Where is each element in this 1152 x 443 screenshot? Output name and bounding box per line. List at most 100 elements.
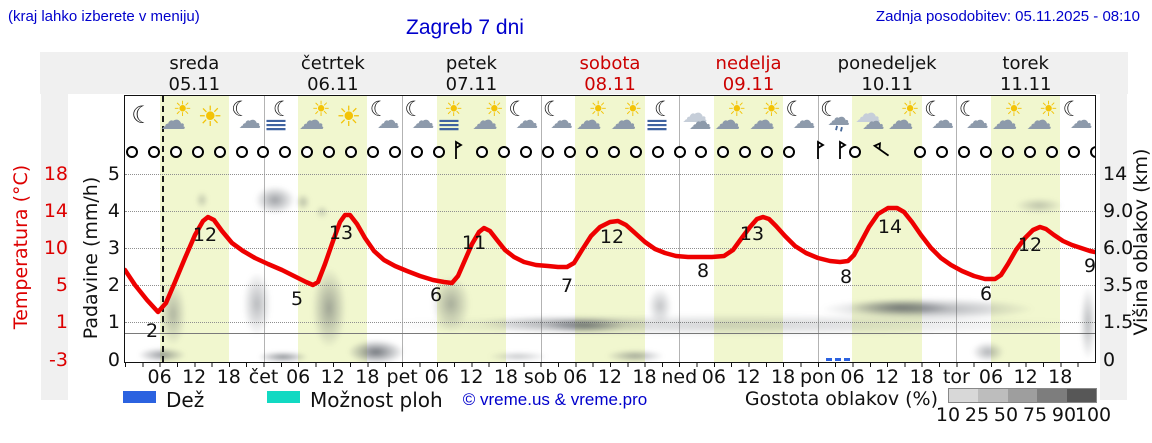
- density-value: 100: [1074, 404, 1112, 426]
- cloud-height-tick: 3.5: [1103, 274, 1134, 296]
- temperature-value-label: 11: [461, 232, 487, 254]
- precip-tick: 2: [107, 274, 120, 296]
- clouds-icon: ☁ ☁: [854, 99, 885, 135]
- precip-tick: 1: [107, 311, 120, 333]
- last-update: Zadnja posodobitev: 05.11.2025 - 08:10: [875, 8, 1140, 25]
- density-value: 50: [993, 404, 1019, 426]
- density-gradient-step: [949, 389, 979, 402]
- sun-cloud-icon: ☀ ☁: [887, 97, 920, 136]
- calm-wind-icon: [542, 146, 555, 158]
- day-header-četrtek: četrtek 06.11: [300, 53, 365, 95]
- calm-wind-icon: [936, 146, 949, 158]
- moon-cloud-icon: ☾ ☁: [404, 97, 435, 134]
- sun-icon: ☀: [197, 100, 223, 133]
- temperature-value-label: 12: [599, 226, 625, 248]
- cloud-density-blob: [243, 272, 271, 336]
- x-hour-label: 06: [701, 366, 726, 388]
- density-gradient-step: [1037, 389, 1067, 402]
- cloud-density-blob: [648, 288, 672, 324]
- day-header-sreda: sreda 05.11: [168, 53, 221, 95]
- calm-wind-icon: [783, 146, 795, 158]
- temp-tick: 10: [43, 237, 68, 259]
- copyright-link[interactable]: © vreme.us & vreme.pro: [462, 390, 648, 409]
- calm-wind-icon: [1089, 146, 1095, 158]
- calm-wind-icon: [476, 146, 489, 158]
- temperature-axis-title: Temperatura (°C): [10, 164, 32, 330]
- chart-plot-area: ☾ ☀ ☁ ☀ ☾ ☁ ☾ ≡ ☀ ☁ ☀ ☾ ☁ ☾ ☁ ☀ ≡ ☀ ☁ ☾ ☁ ☾ ☁ ☀ ☁ ☀ ☁ ☾ ≡ ☁ ☁ ☀ ☁ ☀ ☁ ☾ ☁ ☾ ☁ '…: [124, 95, 1096, 363]
- showers-legend-label: Možnost ploh: [310, 388, 443, 412]
- calm-wind-icon: [191, 146, 204, 158]
- day-header-sobota: sobota 08.11: [579, 53, 641, 95]
- day-header-nedelja: nedelja 09.11: [715, 53, 782, 95]
- cloud-density-gradient: [948, 388, 1097, 403]
- calm-wind-icon: [585, 146, 598, 158]
- clouds-icon: ☁ ☁: [681, 99, 712, 135]
- temp-tick: 5: [55, 274, 68, 296]
- cloud-height-tick: 1.5: [1103, 311, 1134, 333]
- calm-wind-icon: [147, 146, 160, 158]
- sun-cloud-icon: ☀ ☁: [714, 97, 747, 136]
- midnight-gridline: [956, 96, 958, 362]
- density-value: 90: [1051, 404, 1077, 426]
- temperature-value-label: 13: [739, 223, 765, 245]
- cloud-density-blob: [545, 319, 625, 332]
- sun-cloud-icon: ☀ ☁: [471, 97, 504, 136]
- x-day-label: ned: [661, 366, 698, 388]
- sun-cloud-icon: ☀ ☁: [1026, 97, 1058, 136]
- temp-tick: 14: [43, 200, 68, 222]
- calm-wind-icon: [257, 146, 270, 158]
- x-hour-label: 06: [286, 366, 311, 388]
- day-header-petek: petek 07.11: [445, 53, 498, 95]
- midnight-gridline: [817, 96, 819, 362]
- temperature-value-label: 13: [328, 222, 354, 244]
- temperature-value-label: 7: [560, 275, 574, 297]
- page-title: Zagreb 7 dni: [406, 16, 524, 39]
- moon-cloud-icon: ☾ ☁: [1062, 97, 1093, 134]
- cloud-height-tick: 14: [1103, 163, 1128, 185]
- wind-barb-icon: [867, 137, 897, 165]
- calm-wind-icon: [345, 146, 357, 158]
- x-hour-label: 18: [493, 366, 519, 388]
- x-day-label: pet: [386, 366, 418, 388]
- sun-cloud-icon: ☀ ☁: [298, 97, 331, 136]
- calm-wind-icon: [498, 146, 511, 158]
- x-day-label: čet: [248, 366, 279, 388]
- calm-wind-icon: [1045, 146, 1058, 158]
- calm-wind-icon: [366, 146, 379, 158]
- temp-tick: -3: [49, 349, 68, 371]
- menu-hint: (kraj lahko izberete v meniju): [8, 8, 200, 25]
- temp-tick: 18: [43, 163, 68, 185]
- cloud-density-blob: [255, 186, 295, 214]
- calm-wind-icon: [235, 146, 248, 158]
- moon-cloud-icon: ☾ ☁: [543, 97, 573, 134]
- midnight-gridline: [402, 96, 404, 362]
- density-gradient-step: [1007, 389, 1038, 402]
- calm-wind-icon: [169, 146, 182, 158]
- calm-wind-icon: [1002, 146, 1014, 158]
- x-axis-minor-ticks: [125, 362, 1095, 367]
- density-value: 25: [964, 404, 990, 426]
- cloud-density-blob: [316, 206, 328, 218]
- sun-cloud-icon: ☀ ☁: [159, 97, 192, 136]
- precip-tick: 4: [107, 200, 120, 222]
- sun-cloud-icon: ☀ ☁: [991, 97, 1024, 136]
- sun-cloud-icon: ☀ ☁: [748, 97, 781, 136]
- sun-cloud-icon: ☀ ☁: [610, 97, 643, 136]
- x-hour-label: 12: [459, 366, 484, 388]
- cloud-density-blob: [488, 352, 548, 361]
- density-value: 10: [935, 404, 961, 426]
- cloud-density-blob: [972, 342, 1004, 362]
- temperature-value-label: 8: [696, 260, 710, 282]
- x-hour-label: 18: [1048, 366, 1073, 388]
- sun-icon: ☀: [336, 100, 362, 133]
- temperature-value-label: 6: [429, 284, 443, 306]
- x-hour-label: 12: [1013, 366, 1038, 388]
- temperature-value-label: 6: [979, 283, 993, 305]
- x-hour-label: 18: [355, 366, 380, 388]
- moon-icon: ☾: [131, 101, 153, 129]
- calm-wind-icon: [410, 146, 423, 158]
- cloud-density-blob: [850, 300, 950, 315]
- precip-tick: 5: [107, 163, 120, 185]
- x-hour-label: 06: [147, 366, 172, 388]
